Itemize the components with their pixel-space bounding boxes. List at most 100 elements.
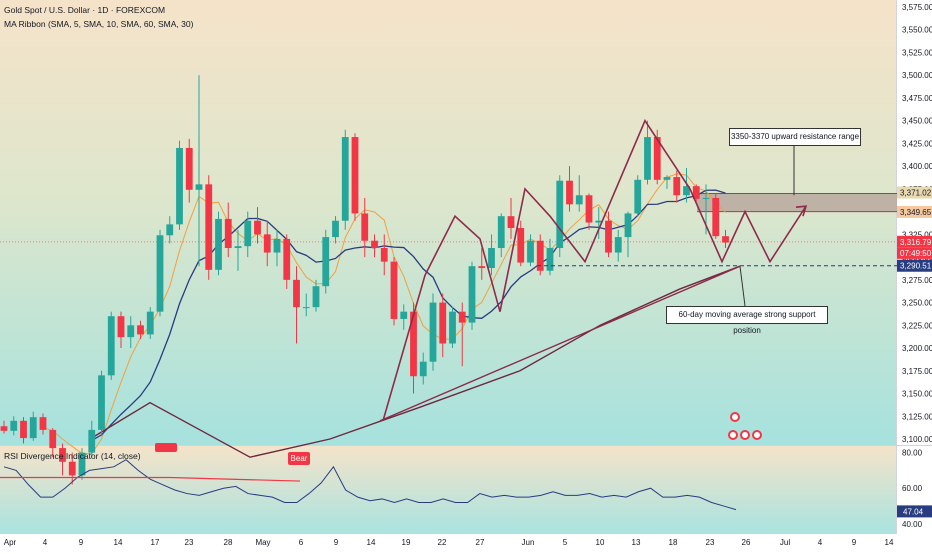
zigzag-projection — [382, 118, 807, 422]
candle-body — [283, 238, 291, 280]
candle-body — [527, 240, 534, 263]
candle-body — [322, 237, 330, 287]
candle-body — [20, 420, 27, 439]
time-tick-label: May — [255, 538, 270, 547]
time-tick-label: 5 — [563, 538, 568, 547]
candle-body — [536, 240, 544, 271]
ma-ribbon-legend[interactable]: MA Ribbon (SMA, 5, SMA, 10, SMA, 60, SMA… — [4, 19, 194, 29]
candle-body — [351, 137, 359, 214]
candle-body — [312, 286, 320, 308]
candle-body — [556, 180, 564, 249]
candle-body — [546, 248, 554, 271]
price-tick-label: 3,500.00 — [902, 71, 932, 80]
time-tick-label: 22 — [438, 538, 447, 547]
candle-body — [0, 426, 8, 431]
candle-body — [156, 235, 164, 312]
price-tick-label: 3,425.00 — [902, 139, 932, 148]
candle-body — [419, 361, 427, 377]
time-tick-label: Jun — [522, 538, 535, 547]
time-tick-label: 26 — [742, 538, 751, 547]
candle-body — [458, 311, 466, 323]
rsi-line — [3, 459, 737, 511]
price-tick-label: 3,225.00 — [902, 321, 932, 330]
candle-body — [341, 137, 349, 221]
price-tick-label: 3,125.00 — [902, 412, 932, 421]
flag-icon-1[interactable] — [728, 430, 738, 440]
candle-body — [137, 325, 144, 335]
candle-body — [683, 186, 690, 196]
candle-body — [215, 218, 222, 270]
candle-body — [254, 220, 261, 235]
badge-3290-bg — [897, 259, 932, 272]
candle-body — [361, 213, 369, 241]
candle-body — [449, 311, 456, 344]
time-tick-label: 9 — [334, 538, 339, 547]
candle-body — [293, 279, 300, 308]
time-tick-label: 14 — [367, 538, 376, 547]
ma60-line — [89, 265, 741, 458]
badge-3371: 3,371.02 — [900, 189, 932, 198]
time-tick-label: Jul — [780, 538, 790, 547]
badge-3290: 3,290.51 — [900, 262, 932, 271]
rsi-badge-bg — [897, 505, 932, 518]
main-pane-background — [0, 0, 897, 445]
bear-label: Bear — [288, 452, 310, 465]
candle-body — [10, 420, 18, 431]
candle-body — [244, 220, 252, 247]
resistance-zone — [697, 193, 897, 212]
event-icon[interactable] — [730, 412, 740, 422]
candle-body — [146, 311, 154, 335]
time-tick-label: 9 — [852, 538, 857, 547]
rsi-tick-label: 80.00 — [902, 449, 923, 458]
candle-body — [49, 429, 57, 449]
candle-body — [88, 429, 96, 453]
candle-body — [497, 216, 505, 249]
resistance-annotation[interactable]: 3350-3370 upward resistance range — [729, 128, 861, 146]
support-annotation[interactable]: 60-day moving average strong support pos… — [666, 306, 828, 335]
price-axis — [897, 0, 932, 550]
candle-body — [234, 246, 242, 249]
candle-body — [624, 213, 632, 238]
candle-body — [263, 234, 271, 253]
candle-body — [478, 266, 486, 269]
candle-body — [722, 236, 729, 243]
candle-body — [59, 448, 66, 462]
price-tick-label: 3,575.00 — [902, 3, 932, 12]
candle-body — [400, 311, 408, 319]
candle-body — [166, 224, 174, 236]
price-tick-label: 3,550.00 — [902, 26, 932, 35]
rsi-tick-label: 60.00 — [902, 484, 923, 493]
bear-marker — [155, 443, 177, 452]
price-tick-label: 3,325.00 — [902, 230, 932, 239]
price-tick-label: 3,275.00 — [902, 276, 932, 285]
candle-body — [595, 220, 603, 223]
price-tick-label: 3,175.00 — [902, 367, 932, 376]
time-tick-label: 14 — [114, 538, 123, 547]
candle-body — [634, 179, 642, 214]
time-tick-label: 23 — [706, 538, 715, 547]
candle-body — [380, 248, 388, 262]
candle-body — [429, 302, 437, 362]
candle-body — [195, 184, 203, 190]
flag-icon-3[interactable] — [752, 430, 762, 440]
candle-body — [614, 237, 622, 253]
symbol-legend[interactable]: Gold Spot / U.S. Dollar · 1D · FOREXCOM — [4, 5, 166, 15]
time-tick-label: 10 — [596, 538, 605, 547]
candle-body — [78, 452, 86, 476]
flag-icon-2[interactable] — [740, 430, 750, 440]
candle-body — [439, 302, 447, 344]
candle-body — [653, 137, 661, 180]
candle-body — [507, 216, 515, 229]
support-connector — [739, 266, 746, 307]
badge-3349-bg — [897, 205, 932, 218]
price-tick-label: 3,100.00 — [902, 435, 932, 444]
projection-arrowhead — [795, 205, 808, 217]
rsi-legend[interactable]: RSI Divergence Indicator (14, close) — [4, 451, 141, 461]
time-tick-label: 27 — [476, 538, 485, 547]
candle-body — [644, 137, 651, 180]
time-tick-label: 18 — [669, 538, 678, 547]
price-tick-label: 3,150.00 — [902, 390, 932, 399]
candle-body — [390, 261, 398, 319]
